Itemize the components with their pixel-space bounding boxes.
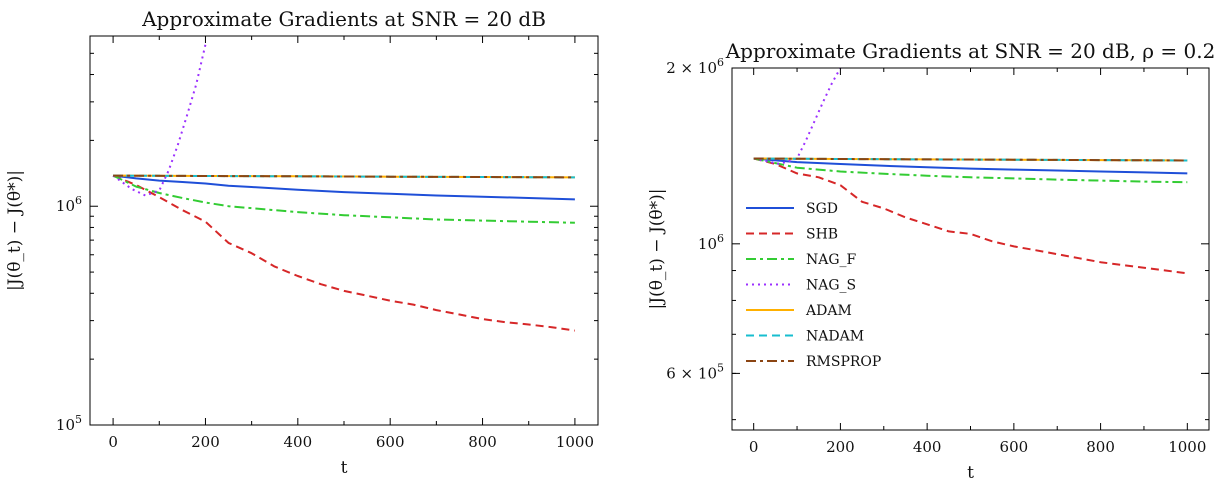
chart1-xtick-label: 200: [191, 433, 220, 451]
chart2-series-sgd: [753, 157, 1188, 175]
chart1-frame: [89, 35, 599, 426]
chart2-xtick-label: 400: [913, 438, 942, 456]
chart1-xtick-label: 0: [108, 433, 118, 451]
chart2-legend-label: SGD: [806, 201, 838, 217]
chart2-xlabel: t: [967, 463, 974, 483]
chart1-series-rmsprop: [113, 174, 575, 179]
chart2-xtick-label: 1000: [1168, 438, 1206, 456]
chart2-ytick-label: 6 × 105: [666, 361, 724, 382]
chart2-legend-label: NAG_F: [806, 252, 857, 268]
chart1-series-nag-f: [112, 174, 575, 224]
chart2-series-nag-s: [753, 68, 842, 165]
chart2-ytick-label: 106: [698, 232, 724, 253]
chart2-xtick-label: 0: [749, 438, 759, 456]
chart2-frame: [731, 67, 1210, 431]
chart1-xlabel: t: [341, 458, 348, 478]
chart1-ylabel: |J(θ_t) − J(θ*)|: [5, 170, 25, 291]
chart2-xtick-label: 800: [1086, 438, 1115, 456]
chart2-series-rmsprop: [753, 157, 1188, 162]
chart2-ytick-label: 2 × 106: [666, 56, 724, 77]
chart1-xtick-label: 1000: [556, 433, 594, 451]
chart1-xtick-label: 400: [283, 433, 312, 451]
chart1-series-sgd: [112, 174, 575, 201]
chart2-legend-label: NAG_S: [806, 278, 856, 294]
chart2-legend-label: ADAM: [805, 303, 852, 319]
chart2-series-nag-f: [753, 157, 1188, 184]
chart1-xtick-label: 600: [376, 433, 405, 451]
chart2-ylabel: |J(θ_t) − J(θ*)|: [647, 189, 667, 310]
chart1-ytick-label: 105: [56, 413, 82, 434]
chart1-ytick-label: 106: [56, 194, 82, 215]
chart2-xtick-label: 600: [1000, 438, 1029, 456]
chart1-series-shb: [112, 174, 576, 332]
chart2-legend-label: RMSPROP: [806, 354, 881, 370]
chart1-xtick-label: 800: [468, 433, 497, 451]
chart2-xtick-label: 200: [826, 438, 855, 456]
chart1-title: Approximate Gradients at SNR = 20 dB: [141, 7, 546, 31]
chart2-legend-label: SHB: [806, 227, 838, 243]
chart2-series-shb: [753, 157, 1188, 275]
chart2-legend-label: NADAM: [806, 329, 864, 345]
chart1-series-nag-s: [112, 44, 207, 197]
chart2-title: Approximate Gradients at SNR = 20 dB, ρ …: [725, 39, 1216, 63]
